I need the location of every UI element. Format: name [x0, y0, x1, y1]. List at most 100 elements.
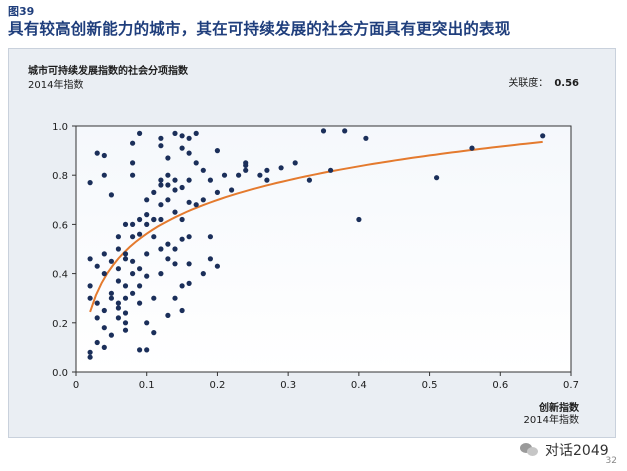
data-point: [115, 246, 121, 252]
data-point: [207, 177, 213, 183]
data-point: [186, 234, 192, 240]
data-point: [158, 177, 164, 183]
data-point: [214, 189, 220, 195]
data-point: [87, 349, 93, 355]
data-point: [130, 258, 136, 264]
data-point: [179, 145, 185, 151]
data-point: [94, 150, 100, 156]
data-point: [101, 344, 107, 350]
data-point: [221, 172, 228, 178]
data-point: [144, 212, 150, 218]
data-points: [87, 128, 546, 360]
data-point: [158, 202, 164, 208]
data-point: [137, 266, 143, 272]
data-point: [193, 202, 199, 208]
data-point: [186, 135, 192, 141]
data-point: [434, 175, 440, 181]
data-point: [130, 160, 136, 166]
data-point: [214, 148, 220, 154]
data-point: [172, 209, 178, 215]
data-point: [122, 320, 129, 326]
correlation-value: 0.56: [554, 78, 579, 89]
y-tick-label: 0.0: [52, 368, 68, 379]
data-point: [158, 135, 164, 141]
correlation-label: 关联度：: [508, 78, 549, 89]
watermark: 对话2049: [520, 440, 609, 460]
data-point: [101, 172, 107, 178]
data-point: [87, 295, 93, 301]
data-point: [292, 160, 298, 166]
data-point: [200, 271, 206, 277]
data-point: [144, 273, 150, 279]
data-point: [87, 256, 93, 262]
data-point: [200, 167, 206, 173]
page-headline: 具有较高创新能力的城市，其在可持续发展的社会方面具有更突出的表现: [8, 20, 511, 38]
y-tick-label: 0.4: [52, 270, 68, 281]
data-point: [179, 307, 185, 314]
data-point: [115, 234, 121, 240]
data-point: [108, 332, 114, 338]
figure-label: 图39: [8, 5, 35, 18]
data-point: [130, 234, 136, 240]
data-point: [207, 256, 213, 262]
data-point: [469, 145, 475, 151]
data-point: [165, 312, 171, 318]
data-point: [193, 130, 199, 136]
page-number: 32: [605, 456, 617, 466]
data-point: [108, 290, 114, 296]
watermark-text: 对话2049: [545, 443, 609, 459]
data-point: [186, 280, 192, 286]
data-point: [342, 128, 348, 134]
data-point: [158, 271, 164, 277]
data-point: [278, 165, 284, 171]
chart-title: 城市可持续发展指数的社会分项指数: [28, 66, 188, 77]
data-point: [144, 347, 150, 353]
data-point: [179, 216, 185, 223]
data-point: [122, 251, 129, 257]
chart-subtitle: 2014年指数: [28, 80, 84, 91]
data-point: [179, 283, 185, 289]
data-point: [130, 221, 136, 227]
data-point: [328, 167, 334, 173]
x-tick-label: 0: [73, 380, 79, 391]
plot-area: [75, 125, 572, 373]
data-point: [179, 133, 185, 139]
data-point: [101, 307, 107, 314]
data-point: [87, 283, 93, 289]
data-point: [158, 246, 164, 252]
data-point: [243, 160, 249, 166]
chat-bubbles-icon: [520, 442, 540, 458]
data-point: [122, 310, 129, 316]
data-point: [137, 300, 143, 306]
trend-line: [89, 140, 543, 313]
data-point: [229, 187, 235, 193]
data-point: [306, 177, 312, 183]
y-axis: 0.0 0.2 0.4 0.6 0.8 1.0: [52, 122, 76, 379]
data-point: [115, 305, 121, 311]
data-point: [165, 241, 171, 247]
x-axis: 0 0.1 0.2 0.3 0.4 0.5 0.6 0.7: [73, 372, 579, 391]
data-point: [207, 234, 213, 240]
data-point: [320, 128, 327, 134]
data-point: [172, 246, 178, 252]
data-point: [101, 152, 107, 159]
data-point: [144, 320, 150, 326]
data-point: [264, 177, 270, 183]
data-point: [540, 133, 546, 139]
data-point: [130, 172, 136, 178]
data-point: [179, 184, 185, 191]
data-point: [186, 150, 192, 156]
data-point: [172, 177, 178, 183]
x-tick-label: 0.2: [209, 380, 225, 391]
y-tick-label: 0.6: [52, 220, 68, 231]
x-tick-label: 0.7: [563, 380, 579, 391]
data-point: [172, 130, 178, 136]
data-point: [144, 197, 150, 203]
data-point: [101, 325, 107, 331]
data-point: [363, 135, 369, 141]
data-point: [356, 216, 362, 223]
y-tick-label: 1.0: [52, 122, 68, 133]
data-point: [200, 197, 206, 203]
data-point: [165, 197, 171, 203]
